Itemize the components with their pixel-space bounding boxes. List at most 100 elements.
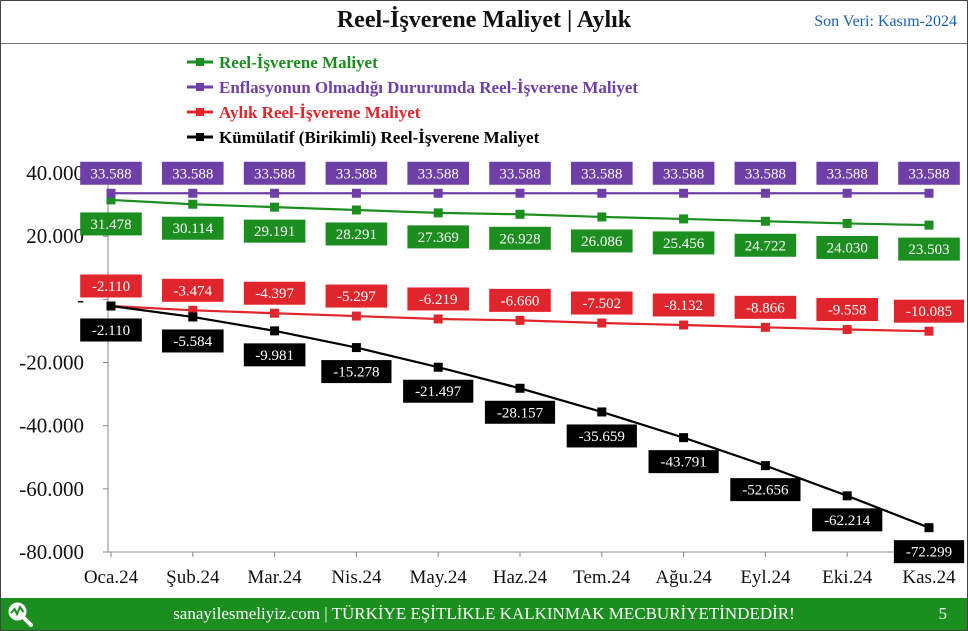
- data-point: [760, 322, 770, 332]
- data-point: [188, 305, 198, 315]
- data-label-text: 25.456: [663, 236, 705, 252]
- legend-label: Reel-İşverene Maliyet: [219, 53, 378, 72]
- data-label: 33.588: [162, 161, 224, 185]
- data-point: [188, 199, 198, 209]
- data-label-box: [162, 329, 224, 353]
- data-label: 33.588: [80, 161, 142, 185]
- data-point: [924, 220, 934, 230]
- legend-label: Kümülatif (Birikimli) Reel-İşverene Mali…: [219, 128, 540, 147]
- data-label: 33.588: [571, 161, 633, 185]
- data-label-box: [566, 424, 637, 448]
- data-label-box: [816, 298, 878, 322]
- data-label-box: [243, 219, 306, 243]
- data-label-text: -6.219: [419, 292, 458, 308]
- x-tick-label: Oca.24: [84, 567, 139, 588]
- data-point: [842, 325, 852, 335]
- y-tick-label: -80.000: [19, 540, 84, 564]
- legend-entry: Reel-İşverene Maliyet: [187, 53, 378, 72]
- data-label-box: [325, 284, 388, 308]
- data-label-box: [893, 299, 965, 323]
- data-labels-layer: 31.478 30.114 29.191 28.291 27.369 26.928 26.0…: [80, 161, 965, 564]
- data-label: -62.214: [812, 508, 883, 532]
- data-label: 33.588: [407, 161, 469, 185]
- data-label-box: [816, 235, 878, 259]
- data-label: 33.588: [489, 161, 551, 185]
- data-label-box: [648, 450, 719, 474]
- data-label: -5.584: [162, 329, 224, 353]
- data-label: -10.085: [893, 299, 965, 323]
- data-point: [270, 326, 280, 336]
- data-label-text: 33.588: [745, 166, 786, 182]
- data-label: -9.558: [816, 298, 878, 322]
- data-label-text: 24.722: [745, 238, 786, 254]
- data-point: [106, 188, 116, 198]
- footer-bar: sanayilesmeliyiz.com | TÜRKİYE EŞİTLİKLE…: [1, 598, 967, 630]
- y-tick-label: 20.000: [26, 224, 84, 248]
- data-label-box: [407, 225, 469, 249]
- data-label-box: [243, 343, 306, 367]
- x-tick-label: Ağu.24: [655, 567, 712, 588]
- data-label-text: -35.659: [579, 429, 625, 445]
- x-tick-label: Nis.24: [331, 567, 382, 588]
- data-label: -4.397: [243, 281, 306, 305]
- data-label: 25.456: [652, 231, 715, 255]
- data-point: [924, 523, 934, 533]
- data-label-text: 33.588: [172, 166, 213, 182]
- data-point: [679, 214, 689, 224]
- data-label-box: [898, 161, 960, 185]
- data-label: -6.660: [489, 288, 551, 312]
- data-point: [351, 311, 361, 321]
- data-point: [351, 343, 361, 353]
- data-label: -8.132: [652, 293, 715, 317]
- legend-label: Aylık Reel-İşverene Maliyet: [219, 103, 421, 122]
- y-tick-label: -20.000: [19, 351, 84, 375]
- data-label-text: -9.558: [828, 303, 867, 319]
- data-point: [760, 188, 770, 198]
- series-layer: [106, 188, 934, 533]
- data-label-box: [893, 540, 965, 564]
- data-label: 24.722: [734, 233, 797, 257]
- data-label: -72.299: [893, 540, 965, 564]
- data-label: -7.502: [571, 291, 633, 315]
- data-label-text: -2.110: [92, 323, 130, 339]
- data-label-text: -6.660: [501, 293, 540, 309]
- data-point: [679, 320, 689, 330]
- data-label: -2.110: [80, 318, 142, 342]
- data-label-box: [325, 161, 388, 185]
- data-label: 31.478: [80, 212, 142, 236]
- x-tick-label: Şub.24: [166, 567, 220, 588]
- data-label-box: [898, 237, 960, 261]
- data-label: 23.503: [898, 237, 960, 261]
- data-point: [842, 491, 852, 501]
- data-point: [924, 188, 934, 198]
- data-point: [515, 383, 525, 393]
- data-label: 26.928: [489, 226, 551, 250]
- data-label-text: -21.497: [415, 384, 462, 400]
- data-label-box: [652, 293, 715, 317]
- data-point: [351, 188, 361, 198]
- legend-swatch-marker: [196, 83, 204, 91]
- last-update-label: Son Veri: Kasım-2024: [814, 13, 957, 30]
- data-point: [270, 308, 280, 318]
- data-label-box: [812, 508, 883, 532]
- legend-swatch-marker: [196, 58, 204, 66]
- data-point: [597, 318, 607, 328]
- data-label-text: 33.588: [908, 166, 949, 182]
- data-label: 33.588: [325, 161, 388, 185]
- data-label-text: -5.297: [337, 289, 376, 305]
- x-tick-label: Eki.24: [822, 567, 873, 588]
- data-label-text: 31.478: [90, 217, 131, 233]
- data-label: 33.588: [816, 161, 878, 185]
- data-label-box: [162, 216, 224, 240]
- data-label-box: [730, 478, 801, 502]
- data-label: 24.030: [816, 235, 878, 259]
- data-label-box: [243, 281, 306, 305]
- x-tick-label: Mar.24: [247, 567, 302, 588]
- data-label-box: [484, 400, 556, 424]
- data-point: [270, 188, 280, 198]
- data-label-text: 28.291: [336, 227, 377, 243]
- data-label-text: 24.030: [827, 240, 868, 256]
- data-label-text: -5.584: [173, 334, 212, 350]
- data-label: -5.297: [325, 284, 388, 308]
- data-label-box: [243, 161, 306, 185]
